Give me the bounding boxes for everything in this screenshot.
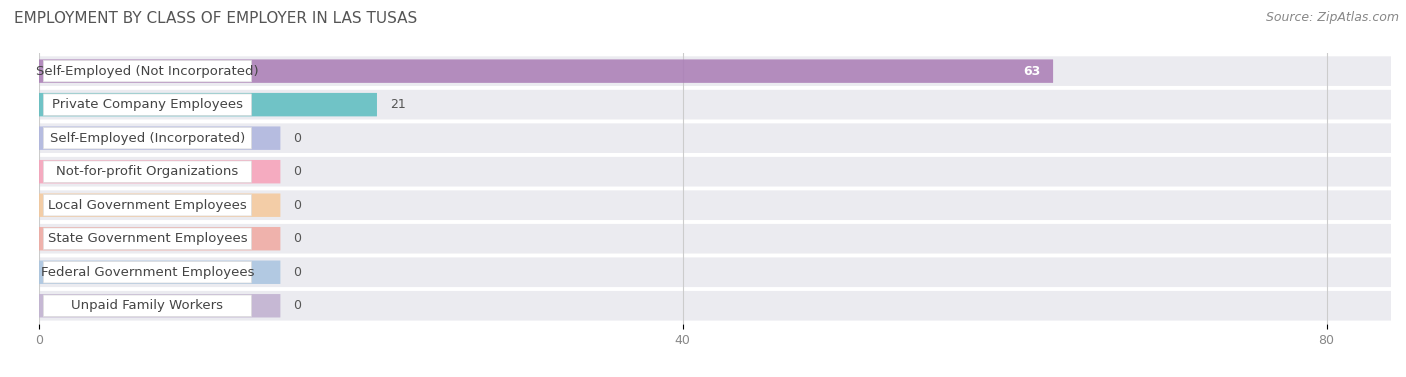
- FancyBboxPatch shape: [44, 60, 252, 82]
- Text: Not-for-profit Organizations: Not-for-profit Organizations: [56, 165, 239, 178]
- FancyBboxPatch shape: [44, 295, 252, 316]
- FancyBboxPatch shape: [44, 195, 252, 216]
- Text: Local Government Employees: Local Government Employees: [48, 199, 247, 212]
- FancyBboxPatch shape: [39, 257, 1391, 287]
- FancyBboxPatch shape: [38, 261, 280, 284]
- Text: 0: 0: [292, 266, 301, 279]
- FancyBboxPatch shape: [38, 193, 280, 217]
- FancyBboxPatch shape: [39, 123, 1391, 153]
- FancyBboxPatch shape: [39, 56, 1391, 86]
- Text: 63: 63: [1022, 64, 1040, 78]
- Text: EMPLOYMENT BY CLASS OF EMPLOYER IN LAS TUSAS: EMPLOYMENT BY CLASS OF EMPLOYER IN LAS T…: [14, 11, 418, 26]
- Text: 0: 0: [292, 132, 301, 145]
- FancyBboxPatch shape: [44, 127, 252, 149]
- Text: Unpaid Family Workers: Unpaid Family Workers: [72, 299, 224, 312]
- FancyBboxPatch shape: [38, 160, 280, 184]
- FancyBboxPatch shape: [44, 161, 252, 182]
- FancyBboxPatch shape: [38, 227, 280, 250]
- FancyBboxPatch shape: [39, 157, 1391, 187]
- Text: State Government Employees: State Government Employees: [48, 232, 247, 245]
- Text: 0: 0: [292, 165, 301, 178]
- FancyBboxPatch shape: [44, 228, 252, 250]
- FancyBboxPatch shape: [44, 262, 252, 283]
- FancyBboxPatch shape: [38, 93, 377, 116]
- Text: 0: 0: [292, 232, 301, 245]
- FancyBboxPatch shape: [44, 94, 252, 115]
- Text: Federal Government Employees: Federal Government Employees: [41, 266, 254, 279]
- FancyBboxPatch shape: [38, 60, 1053, 83]
- FancyBboxPatch shape: [38, 294, 280, 317]
- Text: Self-Employed (Incorporated): Self-Employed (Incorporated): [49, 132, 245, 145]
- Text: 0: 0: [292, 199, 301, 212]
- FancyBboxPatch shape: [39, 224, 1391, 254]
- FancyBboxPatch shape: [39, 90, 1391, 120]
- FancyBboxPatch shape: [39, 190, 1391, 220]
- Text: Self-Employed (Not Incorporated): Self-Employed (Not Incorporated): [37, 64, 259, 78]
- Text: 21: 21: [389, 98, 405, 111]
- FancyBboxPatch shape: [39, 291, 1391, 320]
- Text: 0: 0: [292, 299, 301, 312]
- Text: Private Company Employees: Private Company Employees: [52, 98, 243, 111]
- Text: Source: ZipAtlas.com: Source: ZipAtlas.com: [1265, 11, 1399, 24]
- FancyBboxPatch shape: [38, 126, 280, 150]
